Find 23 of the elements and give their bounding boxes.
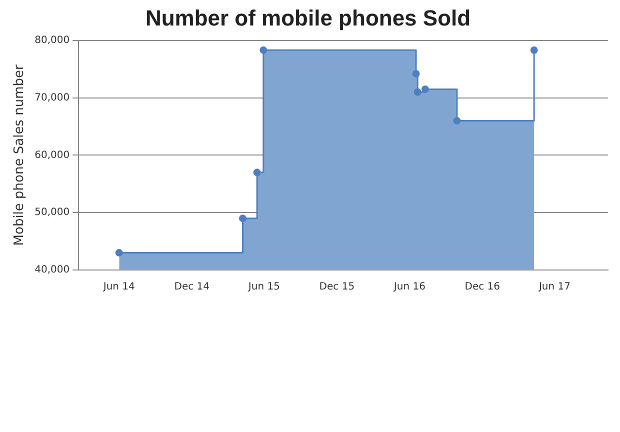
point	[260, 46, 268, 54]
y-tick-label: 70,000	[34, 92, 70, 104]
y-tick-label: 40,000	[34, 264, 70, 276]
x-tick-label: Dec 16	[464, 282, 500, 293]
y-tick-label: 60,000	[34, 150, 70, 161]
point	[253, 168, 261, 176]
point	[414, 88, 422, 96]
x-tick-label: Dec 14	[174, 282, 210, 293]
x-tick-label: Jun 17	[538, 282, 571, 293]
y-tick-label: 50,000	[34, 207, 70, 218]
x-tick-label: Dec 15	[319, 282, 355, 293]
x-tick-label: Jun 15	[247, 282, 280, 293]
y-tick-label: 80,000	[34, 34, 70, 46]
x-tick-label: Jun 14	[102, 282, 135, 293]
point	[421, 85, 429, 93]
x-tick-label: Jun 16	[392, 282, 426, 293]
point	[453, 117, 461, 125]
y-axis-title: Mobile phone Sales number	[12, 64, 28, 246]
chart-title: Number of mobile phones Sold	[145, 5, 471, 30]
point	[530, 46, 538, 54]
point	[238, 214, 246, 222]
point	[115, 249, 123, 257]
point	[412, 70, 420, 78]
